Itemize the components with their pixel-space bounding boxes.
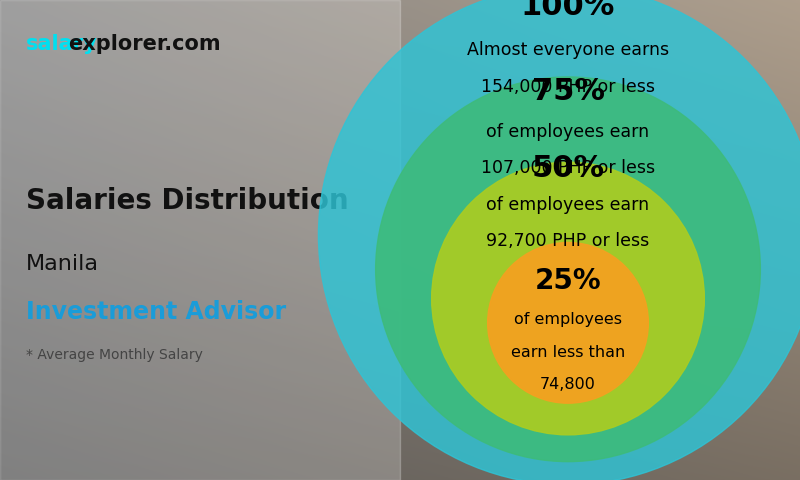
Circle shape (318, 0, 800, 480)
Text: 107,000 PHP or less: 107,000 PHP or less (481, 159, 655, 177)
Text: 100%: 100% (521, 0, 615, 21)
Circle shape (376, 77, 760, 462)
Text: 154,000 PHP or less: 154,000 PHP or less (481, 78, 655, 96)
Text: Almost everyone earns: Almost everyone earns (467, 41, 669, 59)
Text: 75%: 75% (531, 77, 605, 106)
Text: 50%: 50% (531, 154, 605, 183)
Text: earn less than: earn less than (511, 345, 625, 360)
Circle shape (432, 162, 704, 435)
Text: explorer.com: explorer.com (68, 34, 221, 54)
Text: 25%: 25% (534, 267, 602, 296)
Text: Investment Advisor: Investment Advisor (26, 300, 286, 324)
Text: 92,700 PHP or less: 92,700 PHP or less (486, 232, 650, 250)
Circle shape (488, 242, 648, 403)
Text: Salaries Distribution: Salaries Distribution (26, 187, 348, 215)
Text: salary: salary (26, 34, 98, 54)
Text: * Average Monthly Salary: * Average Monthly Salary (26, 348, 202, 362)
Text: Manila: Manila (26, 254, 98, 275)
Text: of employees earn: of employees earn (486, 123, 650, 141)
Text: of employees earn: of employees earn (486, 196, 650, 214)
Text: of employees: of employees (514, 312, 622, 327)
Bar (0, 0, 400, 480)
Text: 74,800: 74,800 (540, 377, 596, 393)
